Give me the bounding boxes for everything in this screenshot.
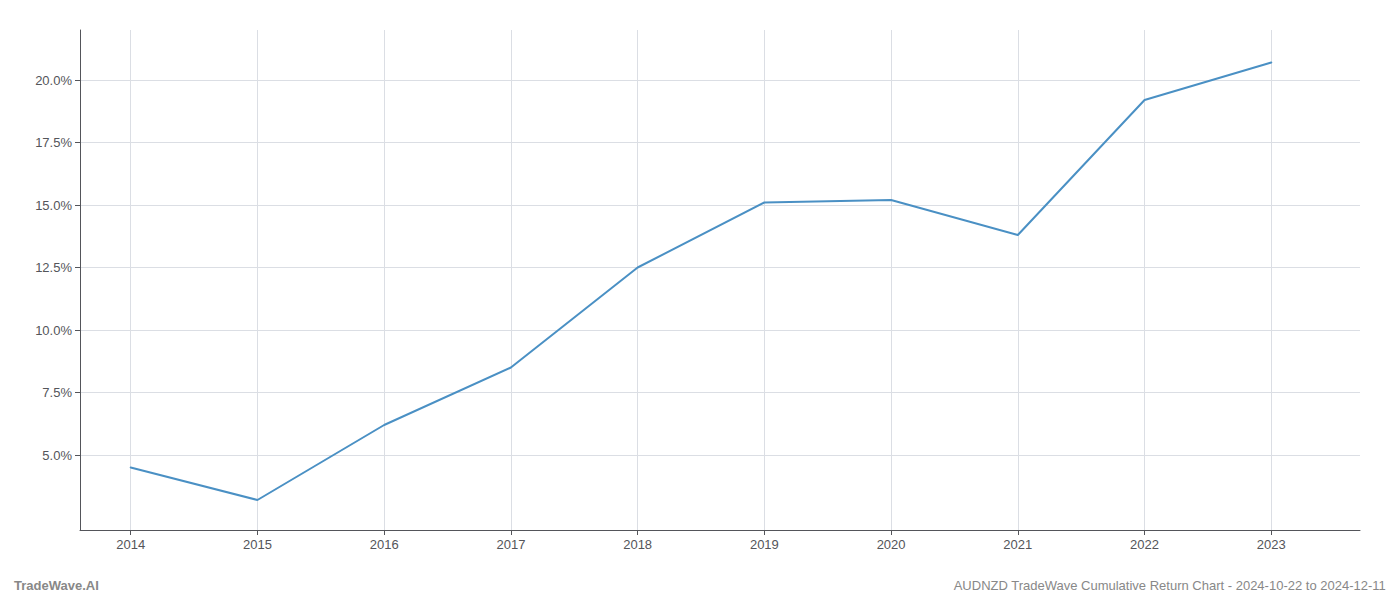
svg-text:17.5%: 17.5% xyxy=(35,135,72,150)
svg-text:12.5%: 12.5% xyxy=(35,260,72,275)
svg-text:7.5%: 7.5% xyxy=(42,385,72,400)
svg-text:10.0%: 10.0% xyxy=(35,323,72,338)
svg-text:5.0%: 5.0% xyxy=(42,448,72,463)
svg-text:TradeWave.AI: TradeWave.AI xyxy=(14,578,99,593)
svg-text:2019: 2019 xyxy=(750,537,779,552)
svg-text:2015: 2015 xyxy=(243,537,272,552)
svg-text:2017: 2017 xyxy=(496,537,525,552)
svg-text:2016: 2016 xyxy=(370,537,399,552)
svg-text:2020: 2020 xyxy=(877,537,906,552)
svg-text:2014: 2014 xyxy=(116,537,145,552)
svg-text:2023: 2023 xyxy=(1257,537,1286,552)
svg-text:2018: 2018 xyxy=(623,537,652,552)
svg-text:AUDNZD TradeWave Cumulative Re: AUDNZD TradeWave Cumulative Return Chart… xyxy=(954,578,1386,593)
svg-text:2022: 2022 xyxy=(1130,537,1159,552)
svg-text:20.0%: 20.0% xyxy=(35,73,72,88)
svg-text:15.0%: 15.0% xyxy=(35,198,72,213)
svg-text:2021: 2021 xyxy=(1003,537,1032,552)
